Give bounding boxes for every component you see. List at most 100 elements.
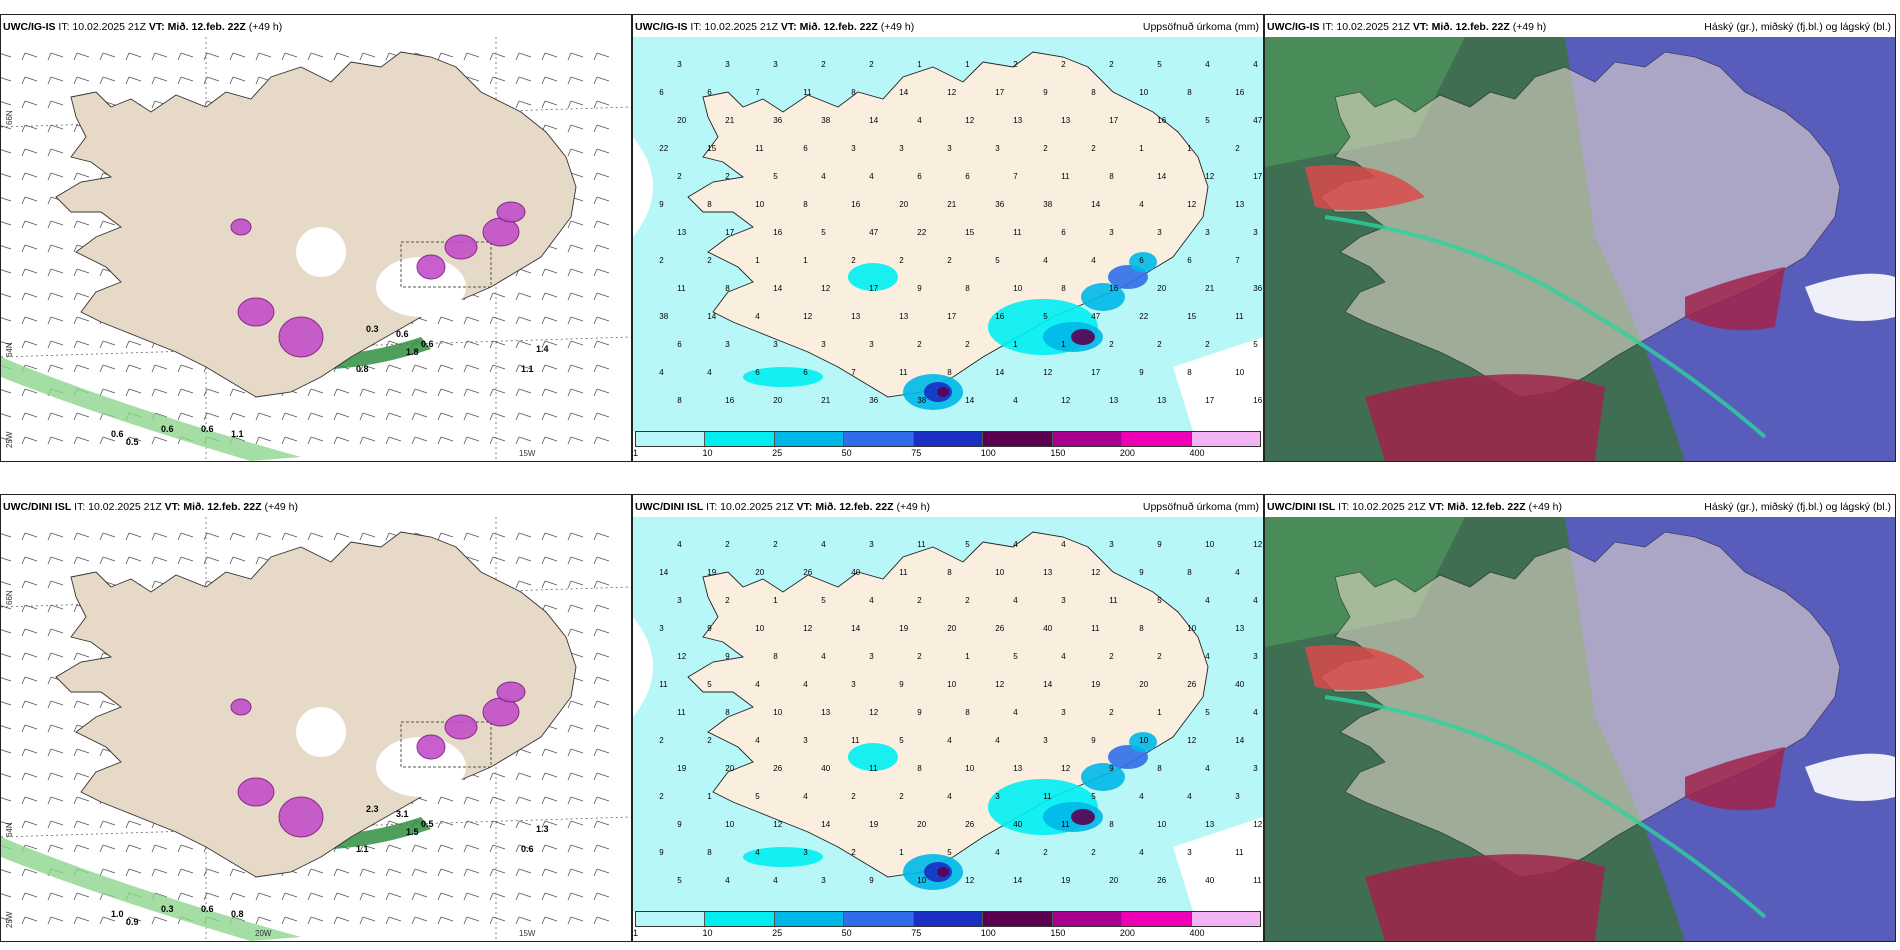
barb-staff [596,604,610,610]
barb-flag [21,628,26,637]
barb-staff [24,292,38,298]
barb-flag [385,532,390,541]
valid-time: VT: Mið. 12.feb. 22Z [796,501,894,513]
precip-value: 2 [659,736,664,745]
wind-barb [437,340,454,349]
wind-barb [489,916,506,925]
barb-staff [76,748,90,754]
barb-staff [466,556,480,562]
barb-staff [570,172,584,178]
barb-staff [154,556,168,562]
wind-barb [593,220,610,229]
barb-flag [203,556,208,565]
barb-staff [544,124,558,130]
wind-barb [21,580,38,589]
wind-barb [411,412,428,421]
barb-staff [206,52,220,58]
barb-flag [489,916,494,925]
wind-barb [281,412,298,421]
barb-staff [180,844,194,850]
precip-value: 26 [1157,876,1166,885]
barb-staff [24,676,38,682]
wind-barb [437,436,454,445]
wind-barb [21,916,38,925]
panel-header: UWC/IG-IS IT: 10.02.2025 21Z VT: Mið. 12… [635,16,1259,38]
wind-barb [21,556,38,565]
barb-flag [463,868,468,877]
precip-value: 3 [947,144,952,153]
wind-barb [385,868,402,877]
barb-flag [359,844,364,853]
precip-blob [278,316,324,358]
barb-staff [128,868,142,874]
wind-barb [541,532,558,541]
barb-staff [570,100,584,106]
precip-value: 12 [803,624,812,633]
precip-value: 3 [1187,848,1192,857]
barb-staff [596,76,610,82]
barb-staff [258,532,272,538]
precip-value: 19 [899,624,908,633]
wind-barb [125,532,142,541]
barb-staff [180,388,194,394]
barb-staff [466,436,480,442]
barb-flag [567,820,572,829]
barb-staff [24,868,38,874]
precip-value: 2 [707,256,712,265]
barb-flag [463,412,468,421]
wind-barb [125,388,142,397]
barb-flag [515,316,520,325]
barb-flag [593,724,598,733]
precip-value: 12 [821,284,830,293]
barb-flag [489,772,494,781]
precip-value: 11 [803,88,812,97]
wind-barb [229,412,246,421]
wind-barb [567,268,584,277]
precip-value: 15 [707,144,716,153]
precip-value: 8 [965,708,970,717]
precip-value: 5 [1205,116,1210,125]
barb-flag [515,76,520,85]
precip-value: 1 [899,848,904,857]
precip-value: 5 [677,876,682,885]
wind-barb [489,316,506,325]
barb-flag [99,844,104,853]
precip-value: 20 [725,764,734,773]
barb-staff [596,412,610,418]
precip-blob [496,201,526,223]
wind-barb [1,677,12,682]
precip-value: 21 [1205,284,1214,293]
barb-staff [596,676,610,682]
precip-value: 17 [1091,368,1100,377]
precip-value: 7 [1013,172,1018,181]
precip-value: 6 [1061,228,1066,237]
wind-barb [541,772,558,781]
wind-barb [1,773,12,778]
barb-staff [1,149,12,154]
barb-staff [206,556,220,562]
wind-barb [567,604,584,613]
barb-flag [203,892,208,901]
barb-flag [21,868,26,877]
wind-barb [21,244,38,253]
barb-flag [333,388,338,397]
precip-value: 26 [773,764,782,773]
wind-barb [1,557,12,562]
wind-barb [359,892,376,901]
barb-staff [362,892,376,898]
precip-value: 2 [1043,144,1048,153]
barb-staff [128,532,142,538]
barb-flag [151,76,156,85]
precip-value: 40 [851,568,860,577]
barb-flag [307,532,312,541]
barb-staff [544,556,558,562]
barb-flag [359,436,364,445]
barb-flag [281,52,286,61]
barb-staff [102,700,116,706]
wind-barb [1,893,12,898]
barb-flag [47,532,52,541]
barb-staff [518,532,532,538]
wind-barb [541,316,558,325]
wind-barb [541,412,558,421]
